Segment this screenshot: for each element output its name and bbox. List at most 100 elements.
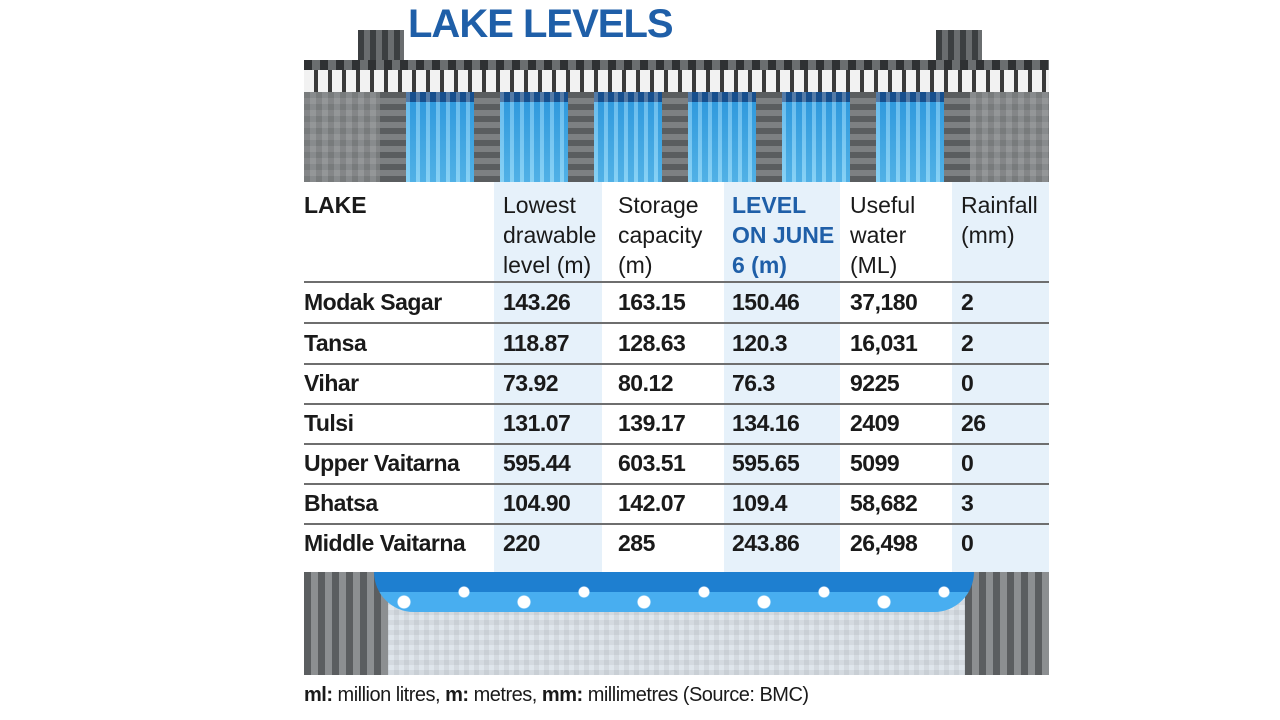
header-lake-line: LAKE — [304, 192, 367, 218]
cell-rainfall: 2 — [961, 330, 974, 356]
dam-gate — [406, 92, 474, 182]
cell-level: 595.65 — [732, 450, 800, 476]
header-lowest-drawable-level: Lowest drawable level (m) — [503, 190, 596, 280]
cell-rainfall: 0 — [961, 370, 974, 396]
column-highlight — [494, 182, 602, 572]
header-line: Storage — [618, 192, 699, 218]
cell-rainfall: 0 — [961, 450, 974, 476]
footnote: ml: million litres, m: metres, mm: milli… — [304, 684, 809, 707]
cell-useful: 2409 — [850, 410, 900, 436]
cell-storage: 128.63 — [618, 330, 686, 356]
dam-rail — [304, 70, 1049, 92]
cell-lowest: 118.87 — [503, 330, 570, 356]
row-divider — [304, 322, 1049, 324]
footnote-mm-value: millimetres (Source: BMC) — [582, 684, 809, 706]
cell-storage: 80.12 — [618, 370, 674, 396]
header-line: (mm) — [961, 222, 1015, 248]
cell-level: 109.4 — [732, 490, 788, 516]
header-useful-water: Useful water (ML) — [850, 190, 915, 280]
table-row: Tulsi 131.07 139.17 134.16 2409 26 — [304, 404, 1049, 444]
dam-gate — [594, 92, 662, 182]
dam-pier — [756, 92, 782, 182]
page-title: LAKE LEVELS — [408, 2, 674, 46]
cell-lowest: 143.26 — [503, 289, 571, 315]
cell-level: 76.3 — [732, 370, 775, 396]
footnote-ml-value: million litres, — [332, 684, 441, 706]
cell-storage: 285 — [618, 530, 655, 556]
cell-useful: 37,180 — [850, 289, 918, 315]
cell-level: 120.3 — [732, 330, 788, 356]
header-line: capacity — [618, 222, 703, 248]
footnote-m-key: m: — [445, 684, 469, 706]
header-line: LEVEL — [732, 192, 807, 218]
header-lake: LAKE — [304, 190, 367, 220]
row-divider — [304, 443, 1049, 445]
header-line: (ML) — [850, 252, 898, 278]
header-rainfall: Rainfall (mm) — [961, 190, 1038, 250]
header-level-on-june-6: LEVEL ON JUNE 6 (m) — [732, 190, 834, 280]
dam-illustration — [304, 30, 1049, 182]
cell-lake: Tansa — [304, 330, 367, 356]
cell-level: 243.86 — [732, 530, 800, 556]
cell-rainfall: 2 — [961, 289, 974, 315]
table-row: Tansa 118.87 128.63 120.3 16,031 2 — [304, 324, 1049, 364]
dam-gate — [500, 92, 568, 182]
header-storage-capacity: Storage capacity (m) — [618, 190, 702, 280]
cell-level: 150.46 — [732, 289, 800, 315]
cell-lake: Modak Sagar — [304, 289, 442, 315]
table-row: Upper Vaitarna 595.44 603.51 595.65 5099… — [304, 444, 1049, 484]
table-row: Bhatsa 104.90 142.07 109.4 58,682 3 — [304, 484, 1049, 524]
cell-storage: 603.51 — [618, 450, 686, 476]
footnote-mm-key: mm: — [541, 684, 583, 706]
cell-lake: Bhatsa — [304, 490, 378, 516]
header-line: Useful — [850, 192, 916, 218]
cell-lowest: 220 — [503, 530, 540, 556]
header-line: Rainfall — [961, 192, 1038, 218]
cell-useful: 5099 — [850, 450, 900, 476]
row-divider — [304, 523, 1049, 525]
header-line: water — [850, 222, 907, 248]
cell-useful: 26,498 — [850, 530, 918, 556]
cell-storage: 163.15 — [618, 289, 686, 315]
cell-storage: 142.07 — [618, 490, 686, 516]
dam-pier — [568, 92, 594, 182]
header-line: level (m) — [503, 252, 592, 278]
cell-storage: 139.17 — [618, 410, 686, 436]
row-divider — [304, 281, 1049, 283]
cell-level: 134.16 — [732, 410, 800, 436]
header-line: drawable — [503, 222, 597, 248]
cell-lake: Upper Vaitarna — [304, 450, 460, 476]
row-divider — [304, 363, 1049, 365]
cell-lake: Tulsi — [304, 410, 354, 436]
row-divider — [304, 403, 1049, 405]
dam-pier — [944, 92, 970, 182]
cell-rainfall: 26 — [961, 410, 986, 436]
dam-gate — [782, 92, 850, 182]
cell-lowest: 131.07 — [503, 410, 571, 436]
dam-pier — [662, 92, 688, 182]
table-row: Middle Vaitarna 220 285 243.86 26,498 0 — [304, 524, 1049, 564]
dam-gate — [876, 92, 944, 182]
header-line: ON JUNE — [732, 222, 835, 248]
cell-lake: Middle Vaitarna — [304, 530, 466, 556]
dam-pier — [474, 92, 500, 182]
table-row: Vihar 73.92 80.12 76.3 9225 0 — [304, 364, 1049, 404]
cell-lake: Vihar — [304, 370, 359, 396]
cell-rainfall: 3 — [961, 490, 974, 516]
dam-gate — [688, 92, 756, 182]
footnote-ml-key: ml: — [304, 684, 333, 706]
header-line: Lowest — [503, 192, 576, 218]
cell-useful: 9225 — [850, 370, 900, 396]
cell-lowest: 104.90 — [503, 490, 571, 516]
cell-lowest: 73.92 — [503, 370, 559, 396]
row-divider — [304, 483, 1049, 485]
dam-deck — [304, 60, 1049, 70]
dam-pier — [380, 92, 406, 182]
cell-lowest: 595.44 — [503, 450, 571, 476]
river-bank-right — [965, 572, 1049, 675]
water-illustration — [304, 572, 1049, 675]
header-line: (m) — [618, 252, 653, 278]
footnote-m-value: metres, — [468, 684, 538, 706]
dam-pier — [850, 92, 876, 182]
header-line: 6 (m) — [732, 252, 787, 278]
